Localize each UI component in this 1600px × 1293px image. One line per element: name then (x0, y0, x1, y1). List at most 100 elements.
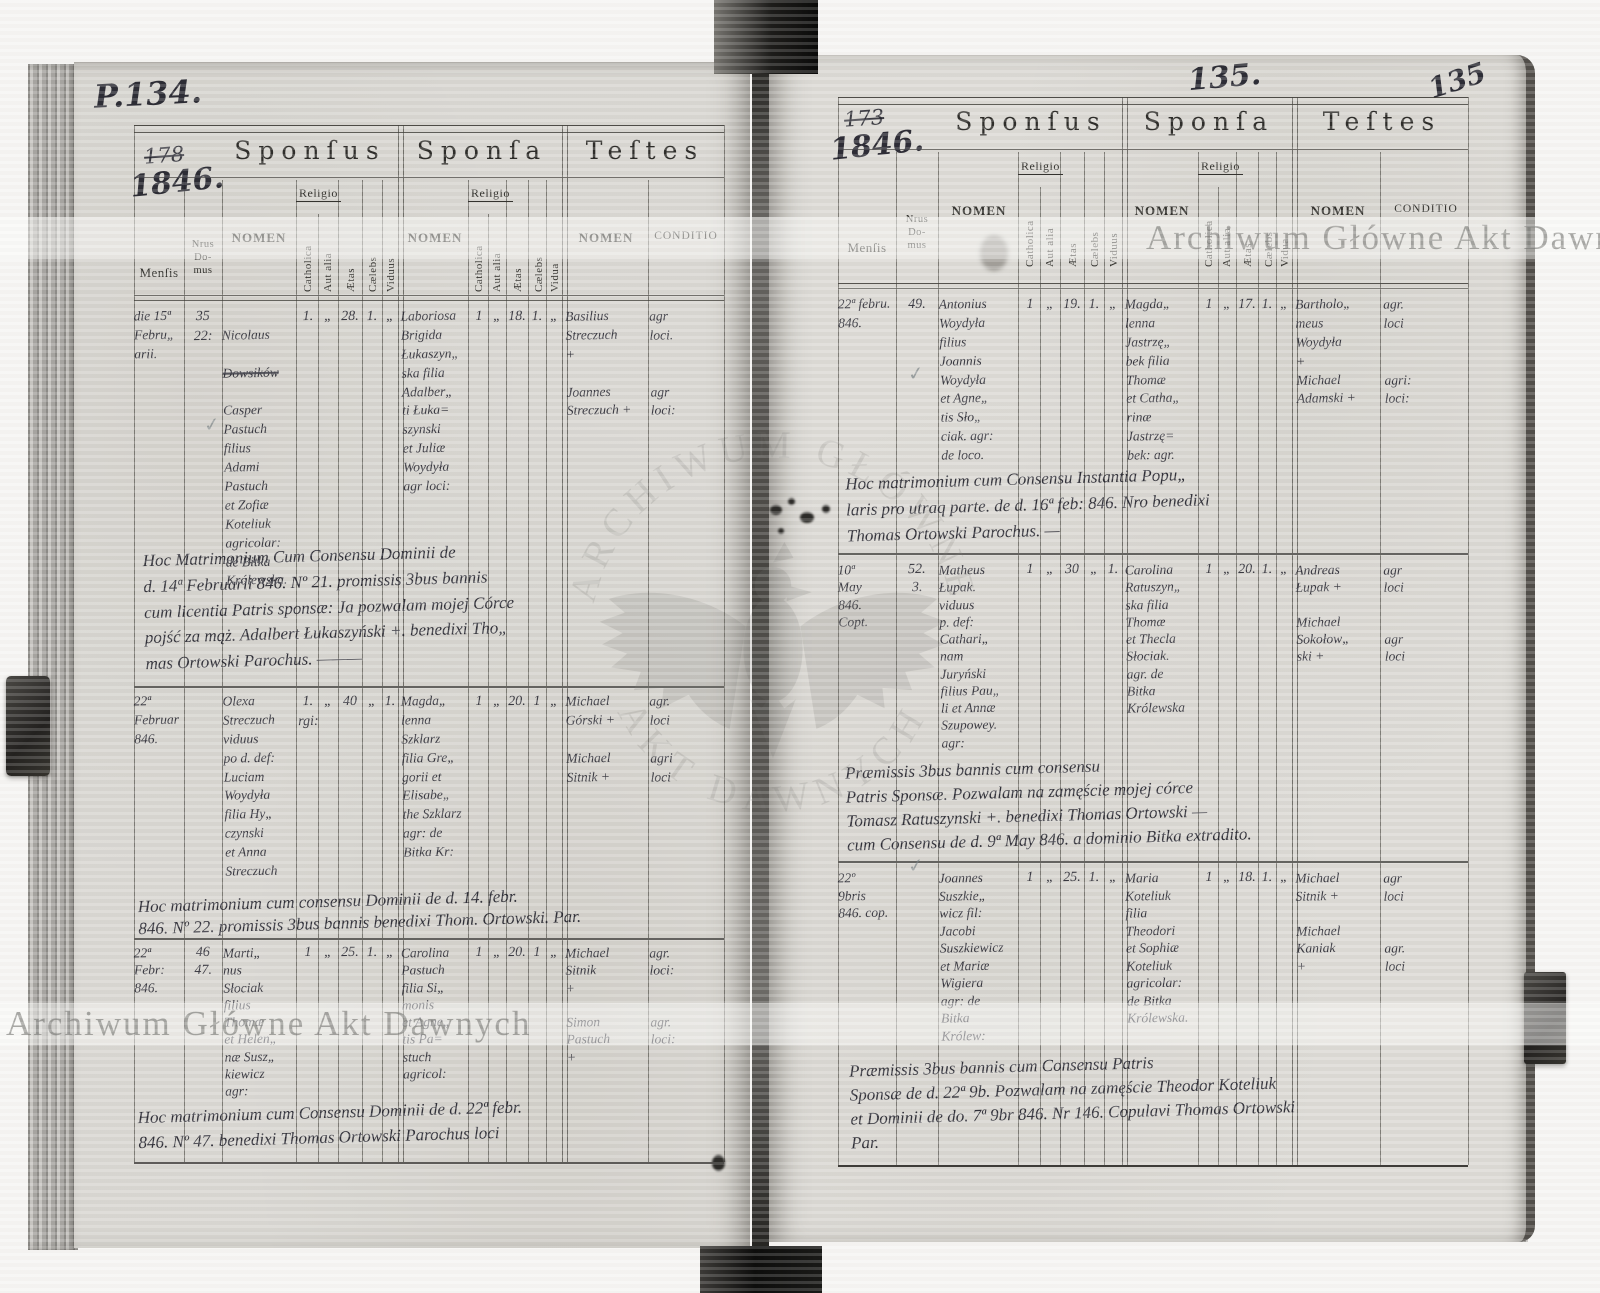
sponsus-name-part: Nicolaus (221, 326, 270, 343)
sponsa-aetas-cell: 18. (508, 308, 526, 325)
sponsa-aut-alia-cell: „ (492, 693, 502, 710)
house-number-cell: 46 47. (194, 944, 213, 979)
grid-line (1468, 97, 1469, 1165)
sponsa-aut-alia-cell: „ (492, 944, 502, 961)
house-number-cell: 49. (908, 296, 926, 313)
header-catholica-sponsus: Catholica (1024, 220, 1036, 267)
sponsus-aetas-cell: 19. (1063, 296, 1081, 313)
sponsus-viduus-cell: „ (385, 308, 395, 325)
page-edges-left (28, 64, 78, 1250)
year-cell: 173 1846. (828, 105, 925, 168)
mensis-cell: 22ª Febr: 846. (133, 945, 165, 995)
sponsus-aut-alia-cell: „ (1045, 296, 1055, 313)
sponsa-catholica-cell: 1 (475, 308, 483, 325)
sponsus-name-cell: Marti„ nus Słociak filius Thomæ et Helen… (222, 944, 278, 1099)
sponsa-name-cell: Magda„ lenna Jastrzę„ bek filia Thomæ et… (1124, 295, 1181, 463)
group-divider (398, 125, 404, 1162)
header-aetas-sponsa: Ætas (1242, 243, 1254, 267)
book-clasp-right (1524, 972, 1566, 1064)
header-catholica-sponsa: Catholica (1203, 220, 1215, 267)
sponsus-catholica-cell: 1 (1026, 561, 1034, 578)
grid-line (134, 1162, 724, 1164)
header-sponsus: Sponſus (955, 107, 1107, 136)
sponsus-caelebs-cell: 1. (1088, 869, 1100, 886)
sponsus-catholica-cell: 1. (302, 308, 314, 325)
grid-line (938, 152, 939, 1165)
header-mensis: Menſis (139, 265, 179, 280)
header-aetas-sponsa: Ætas (512, 268, 524, 292)
testes-name-cell: Michael Sitnik + Simon Pastuch + (564, 944, 611, 1065)
book-clasp-left (6, 676, 50, 776)
sponsa-vidua-cell: „ (1279, 869, 1289, 886)
crossed-out-name: Dowsików (222, 364, 279, 381)
grid-line (1040, 187, 1041, 1165)
sponsus-viduus-cell: „ (1108, 869, 1118, 886)
sponsus-caelebs-cell: „ (1089, 561, 1099, 578)
sponsus-caelebs-cell: 1. (366, 308, 378, 325)
house-number-cell: 35 22: (193, 308, 213, 344)
testes-name-cell: Bartholo„ meus Woydyła + Michael Adamski… (1295, 295, 1356, 407)
header-sponsus: Sponſus (234, 136, 386, 165)
grid-line (546, 180, 547, 1162)
grid-line (528, 180, 529, 1162)
sponsa-caelebs-cell: 1. (1261, 869, 1273, 886)
sponsus-caelebs-cell: 1. (366, 944, 378, 961)
binding-tape-top (714, 0, 818, 74)
sponsa-caelebs-cell: 1 (533, 944, 541, 961)
header-mensis: Menſis (847, 240, 887, 255)
sponsus-aetas-cell: 40 (342, 693, 358, 710)
ink-blot (788, 498, 795, 505)
header-religio-sponsa: Religio (468, 186, 513, 202)
sponsa-caelebs-cell: 1 (533, 693, 541, 710)
header-aetas-sponsus: Ætas (1067, 243, 1079, 267)
testes-name-cell: Basilius Streczuch + Joannes Streczuch + (565, 307, 632, 419)
page-number-left: P.134. (93, 72, 203, 116)
sponsus-aut-alia-cell: „ (323, 308, 333, 325)
header-religio-sponsus: Religio (296, 186, 341, 202)
grid-line (838, 97, 839, 1165)
grid-line (134, 125, 724, 133)
sponsus-catholica-cell: 1 (1026, 296, 1034, 313)
sponsa-aut-alia-cell: „ (1222, 869, 1232, 886)
header-catholica-sponsus: Catholica (302, 245, 314, 292)
sponsa-name-cell: Laboriosa Brigida Łukaszyn„ ska filia Ad… (400, 307, 460, 494)
grid-line (222, 180, 223, 1162)
mensis-cell: 10ª May 846. Copt. (837, 562, 869, 630)
sponsa-vidua-cell: „ (549, 308, 559, 325)
header-nomen-testes: NOMEN (1310, 203, 1366, 218)
sponsus-aetas-cell: 25. (341, 944, 359, 961)
grid-line (506, 180, 507, 1162)
header-viduus-sponsus: Viduus (1108, 232, 1120, 267)
sponsus-viduus-cell: 1. (384, 693, 396, 710)
sponsa-name-cell: Maria Koteliuk filia Theodori et Sophiæ … (1124, 870, 1189, 1026)
house-number-cell (186, 692, 220, 693)
grid-line (468, 180, 469, 1162)
year-handwritten: 1846. (128, 160, 226, 205)
grid-line (1258, 152, 1259, 1165)
sponsus-aut-alia-cell: „ (323, 944, 333, 961)
grid-line (838, 149, 1468, 150)
header-nomen-sponsus: NOMEN (951, 203, 1007, 218)
sponsus-catholica-cell: 1 (1026, 869, 1034, 886)
header-nomen-sponsa: NOMEN (407, 230, 463, 245)
sponsa-caelebs-cell: 1. (1261, 561, 1273, 578)
header-sponsa: Sponſa (416, 136, 548, 165)
ink-blot (712, 1155, 725, 1171)
binding-tape-bottom (700, 1246, 822, 1293)
sponsus-name-cell: Joannes Suszkie„ wicz fil: Jacobi Suszki… (938, 869, 1004, 1044)
mensis-cell: 22ª febru. 846. (837, 295, 891, 331)
sponsus-name-cell: Antonius Woydyła filius Joannis Woydyła … (938, 295, 994, 463)
sponsa-aetas-cell: 18. (1238, 869, 1256, 886)
mensis-cell: 22ª Februar 846. (133, 693, 180, 747)
grid-line (1084, 152, 1085, 1165)
header-nomen-sponsa: NOMEN (1134, 203, 1190, 218)
sponsus-viduus-cell: 1. (1107, 561, 1119, 578)
header-aut-alia-sponsus: Aut alia (1044, 227, 1056, 267)
testes-name-cell: Michael Górski + Michael Sitnik + (565, 692, 616, 785)
sponsa-vidua-cell: „ (1279, 561, 1289, 578)
header-conditio: CONDITIO (1394, 203, 1458, 215)
ink-blot (778, 528, 784, 534)
grid-line (488, 214, 489, 1162)
house-number-cell: 52. 3. (907, 561, 926, 595)
grid-line (134, 125, 135, 1162)
